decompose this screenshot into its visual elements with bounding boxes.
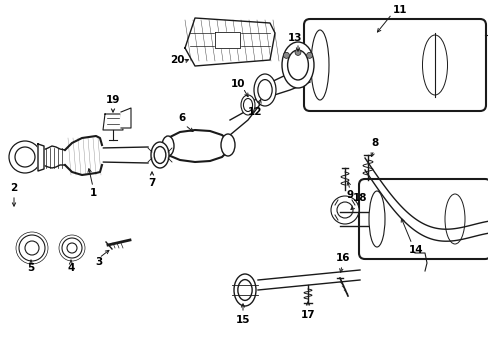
Text: 13: 13	[287, 33, 302, 43]
Polygon shape	[364, 158, 488, 241]
Ellipse shape	[282, 42, 313, 88]
Polygon shape	[229, 68, 309, 135]
Ellipse shape	[221, 134, 235, 156]
Ellipse shape	[234, 274, 256, 306]
Circle shape	[9, 141, 41, 173]
Text: 19: 19	[105, 95, 120, 105]
Ellipse shape	[253, 74, 275, 106]
Ellipse shape	[368, 191, 384, 247]
Text: 14: 14	[408, 245, 423, 255]
Circle shape	[19, 235, 45, 261]
Text: 17: 17	[300, 310, 315, 320]
Text: 5: 5	[27, 263, 35, 273]
Text: 10: 10	[230, 79, 245, 89]
Polygon shape	[65, 136, 102, 175]
Text: 2: 2	[10, 183, 18, 193]
Text: 8: 8	[370, 138, 378, 148]
Ellipse shape	[310, 30, 328, 100]
Polygon shape	[103, 114, 123, 130]
Ellipse shape	[151, 142, 169, 168]
FancyBboxPatch shape	[304, 19, 485, 111]
Text: 12: 12	[247, 107, 262, 117]
Polygon shape	[168, 130, 227, 162]
Polygon shape	[43, 146, 65, 168]
Text: 11: 11	[392, 5, 407, 15]
Circle shape	[306, 52, 312, 58]
Text: 20: 20	[169, 55, 184, 65]
Text: 6: 6	[178, 113, 185, 123]
Circle shape	[62, 238, 82, 258]
Polygon shape	[121, 108, 131, 128]
Text: 9: 9	[346, 190, 353, 200]
Ellipse shape	[162, 136, 174, 156]
FancyBboxPatch shape	[358, 179, 488, 259]
Ellipse shape	[241, 95, 254, 115]
Text: 7: 7	[148, 178, 155, 188]
Text: 4: 4	[67, 263, 75, 273]
Polygon shape	[215, 32, 240, 48]
Text: 16: 16	[335, 253, 349, 263]
Polygon shape	[38, 144, 44, 171]
Circle shape	[283, 52, 289, 58]
Circle shape	[294, 49, 301, 55]
Text: 1: 1	[89, 188, 97, 198]
Circle shape	[330, 196, 358, 224]
Text: 15: 15	[235, 315, 250, 325]
Text: 3: 3	[95, 257, 102, 267]
Polygon shape	[184, 18, 274, 66]
Text: 18: 18	[352, 193, 366, 203]
